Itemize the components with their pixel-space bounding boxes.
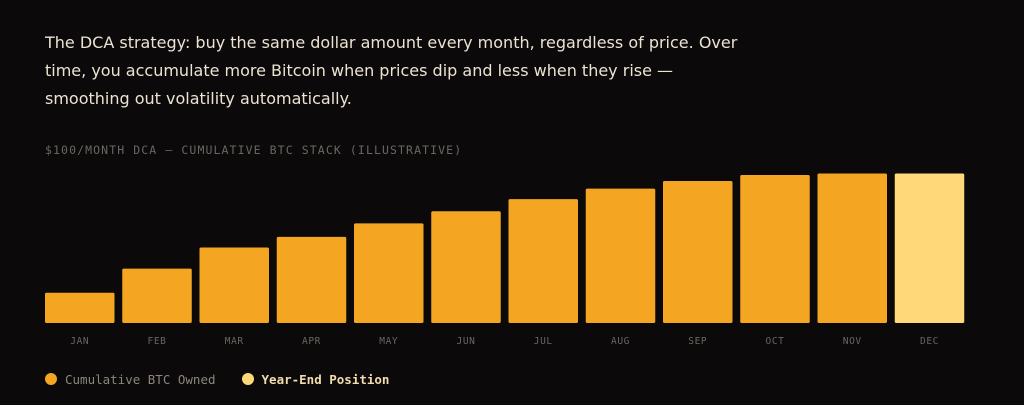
chart-title: $100/MONTH DCA — CUMULATIVE BTC STACK (I…: [45, 143, 463, 157]
x-tick-label-dec: DEC: [920, 336, 939, 347]
bars-group: [45, 173, 965, 323]
bar-sep: [663, 181, 733, 323]
legend-label-cumulative: Cumulative BTC Owned: [65, 371, 216, 387]
x-tick-label-oct: OCT: [766, 336, 785, 347]
bar-oct: [740, 175, 810, 323]
bar-nov: [817, 173, 887, 323]
bar-feb: [122, 268, 192, 323]
legend-swatch-year-end: [241, 373, 254, 385]
bar-mar: [199, 247, 269, 323]
x-tick-label-jul: JUL: [534, 336, 553, 347]
bar-aug: [585, 188, 656, 323]
legend-label-year-end: Year-End Position: [261, 371, 390, 387]
x-tick-label-nov: NOV: [843, 336, 862, 347]
legend-swatch-cumulative: [45, 373, 57, 385]
chart-legend: Cumulative BTC Owned Year-End Position: [45, 369, 415, 389]
x-tick-label-jun: JUN: [457, 336, 476, 347]
x-tick-label-feb: FEB: [148, 336, 167, 347]
x-axis-labels: JAN FEB MAR APR MAY JUN JUL AUG SEP OCT NOV DEC: [70, 336, 939, 347]
x-tick-label-sep: SEP: [688, 336, 707, 347]
bar-jul: [508, 199, 578, 323]
bar-jan: [45, 292, 115, 323]
legend-item-cumulative: Cumulative BTC Owned: [45, 372, 216, 387]
x-tick-label-aug: AUG: [611, 336, 630, 347]
bar-jun: [431, 211, 501, 323]
x-tick-label-apr: APR: [302, 336, 321, 347]
bar-may: [354, 223, 424, 323]
x-tick-label-mar: MAR: [225, 336, 244, 347]
intro-text: The DCA strategy: buy the same dollar am…: [45, 33, 738, 108]
bar-apr: [276, 236, 347, 323]
x-tick-label-jan: JAN: [70, 336, 89, 347]
legend-item-year-end: Year-End Position: [241, 371, 390, 387]
bar-dec: [894, 173, 965, 323]
x-tick-label-may: MAY: [379, 336, 398, 347]
